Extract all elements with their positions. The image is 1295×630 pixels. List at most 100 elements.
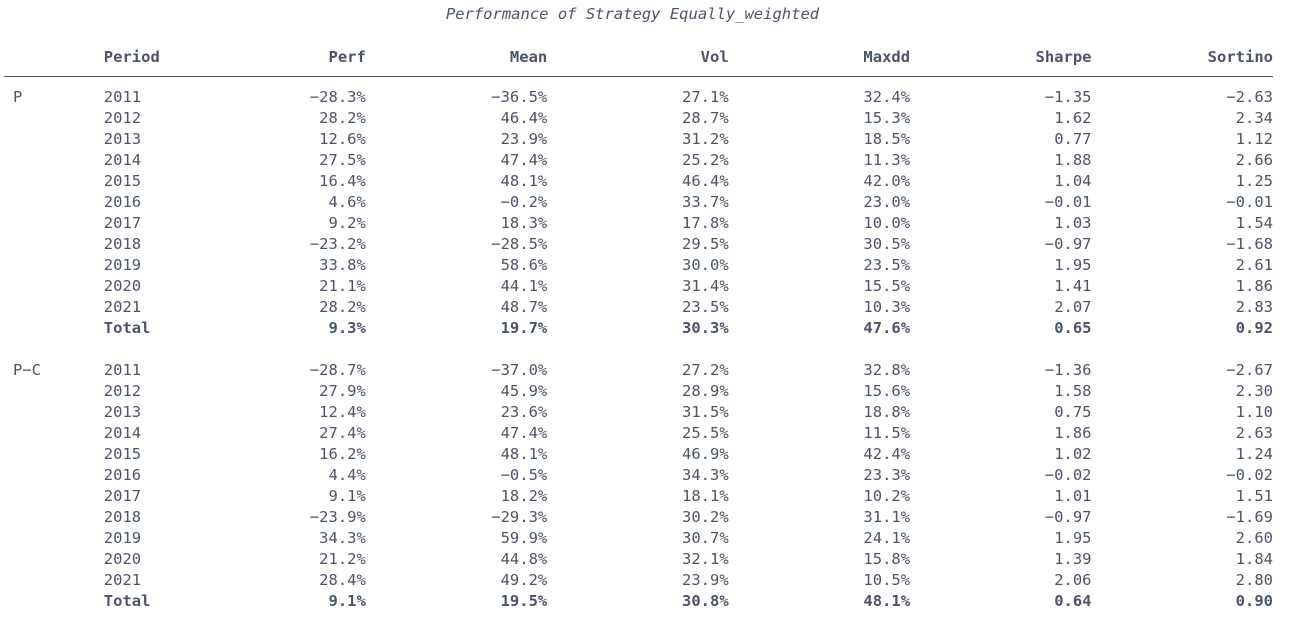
cell-maxdd: 23.5% [863,256,911,274]
table-row: 2018 −23.9% −29.3% 30.2% 31.1% −0.97 −1.69 [4,507,1273,528]
cell-vol: 27.2% [682,361,729,379]
cell-sortino: 1.51 [1235,487,1273,505]
cell-perf: 21.1% [319,277,366,295]
cell-period: 2015 [103,172,142,190]
cell-period: 2013 [103,130,142,148]
group-label [4,465,104,486]
cell-sharpe: 1.88 [1054,151,1092,169]
cell-maxdd: 15.8% [863,550,911,568]
cell-mean: 47.4% [500,151,548,169]
cell-sharpe: 2.07 [1054,298,1092,316]
cell-maxdd: 30.5% [863,235,911,253]
cell-mean: 18.3% [500,214,548,232]
cell-vol: 30.2% [682,508,729,526]
cell-period: 2018 [103,508,142,526]
cell-maxdd: 10.3% [863,298,911,316]
cell-perf: 16.2% [319,445,366,463]
table-row: 2015 16.2% 48.1% 46.9% 42.4% 1.02 1.24 [4,444,1273,465]
cell-maxdd: 10.0% [863,214,911,232]
table-row: 2021 28.4% 49.2% 23.9% 10.5% 2.06 2.80 [4,570,1273,591]
cell-mean: 48.1% [500,172,548,190]
cell-maxdd: 24.1% [863,529,911,547]
cell-sharpe: 1.95 [1054,529,1092,547]
header-sharpe: Sharpe [910,45,1092,77]
cell-period: 2012 [103,109,142,127]
group-label [4,591,104,612]
cell-perf: 28.2% [319,298,366,316]
total-row: Total 9.3% 19.7% 30.3% 47.6% 0.65 0.92 [4,318,1273,339]
cell-sortino: −1.68 [1226,235,1273,253]
cell-period: 2014 [103,151,142,169]
cell-maxdd: 18.5% [863,130,911,148]
spacer-cell [4,77,1273,88]
table-row: 2017 9.2% 18.3% 17.8% 10.0% 1.03 1.54 [4,213,1273,234]
group-label [4,318,104,339]
cell-mean: 46.4% [500,109,548,127]
group-label: P [13,88,23,106]
table-row: P−C 2011 −28.7% −37.0% 27.2% 32.8% −1.36 −2.67 [4,360,1273,381]
cell-vol: 25.5% [682,424,729,442]
cell-vol: 30.3% [682,319,729,337]
table-title: Performance of Strategy Equally_weighted [445,5,820,23]
cell-mean: 58.6% [500,256,548,274]
cell-period: 2019 [103,256,142,274]
cell-period: 2011 [103,361,142,379]
cell-mean: 59.9% [500,529,548,547]
spacer-row [4,339,1273,360]
cell-mean: −29.3% [491,508,548,526]
group-label [4,108,104,129]
cell-period: 2021 [103,571,142,589]
cell-mean: −36.5% [491,88,548,106]
table-body: P 2011 −28.3% −36.5% 27.1% 32.4% −1.35 −2.63 201… [4,77,1273,613]
cell-perf: −28.7% [309,361,366,379]
cell-period: 2014 [103,424,142,442]
cell-perf: −23.2% [309,235,366,253]
cell-maxdd: 15.3% [863,109,911,127]
cell-sortino: 2.61 [1235,256,1273,274]
group-label [4,234,104,255]
cell-maxdd: 11.5% [863,424,911,442]
cell-sharpe: −1.35 [1044,88,1092,106]
cell-vol: 32.1% [682,550,729,568]
cell-sortino: 2.66 [1235,151,1273,169]
table-header: Period Perf Mean Vol Maxdd Sharpe Sortin… [4,45,1273,77]
cell-period: 2015 [103,445,142,463]
table-row: 2013 12.4% 23.6% 31.5% 18.8% 0.75 1.10 [4,402,1273,423]
cell-period: 2019 [103,529,142,547]
table-row: 2019 34.3% 59.9% 30.7% 24.1% 1.95 2.60 [4,528,1273,549]
cell-perf: 4.6% [328,193,366,211]
cell-period: 2021 [103,298,142,316]
cell-sharpe: 0.77 [1054,130,1092,148]
group-label [4,129,104,150]
table-row: 2014 27.5% 47.4% 25.2% 11.3% 1.88 2.66 [4,150,1273,171]
cell-sharpe: −1.36 [1044,361,1092,379]
group-label: P−C [13,361,41,379]
cell-sortino: 2.80 [1235,571,1273,589]
cell-vol: 23.9% [682,571,729,589]
cell-vol: 23.5% [682,298,729,316]
group-label [4,192,104,213]
cell-vol: 30.8% [682,592,729,610]
cell-sharpe: 1.95 [1054,256,1092,274]
table-row: 2014 27.4% 47.4% 25.5% 11.5% 1.86 2.63 [4,423,1273,444]
cell-maxdd: 18.8% [863,403,911,421]
header-vol: Vol [547,45,729,77]
table-row: 2019 33.8% 58.6% 30.0% 23.5% 1.95 2.61 [4,255,1273,276]
cell-vol: 17.8% [682,214,729,232]
cell-sharpe: 1.41 [1054,277,1092,295]
cell-period: 2013 [103,403,142,421]
table-row: 2015 16.4% 48.1% 46.4% 42.0% 1.04 1.25 [4,171,1273,192]
cell-sortino: 0.92 [1235,319,1273,337]
cell-sharpe: 1.03 [1054,214,1092,232]
group-label [4,507,104,528]
cell-sharpe: −0.97 [1044,508,1092,526]
cell-period: 2016 [103,466,142,484]
cell-maxdd: 32.4% [863,88,911,106]
cell-sharpe: 0.65 [1054,319,1092,337]
cell-mean: −0.5% [500,466,548,484]
cell-perf: 34.3% [319,529,366,547]
cell-perf: −28.3% [309,88,366,106]
cell-perf: 33.8% [319,256,366,274]
cell-period: 2016 [103,193,142,211]
total-row: Total 9.1% 19.5% 30.8% 48.1% 0.64 0.90 [4,591,1273,612]
